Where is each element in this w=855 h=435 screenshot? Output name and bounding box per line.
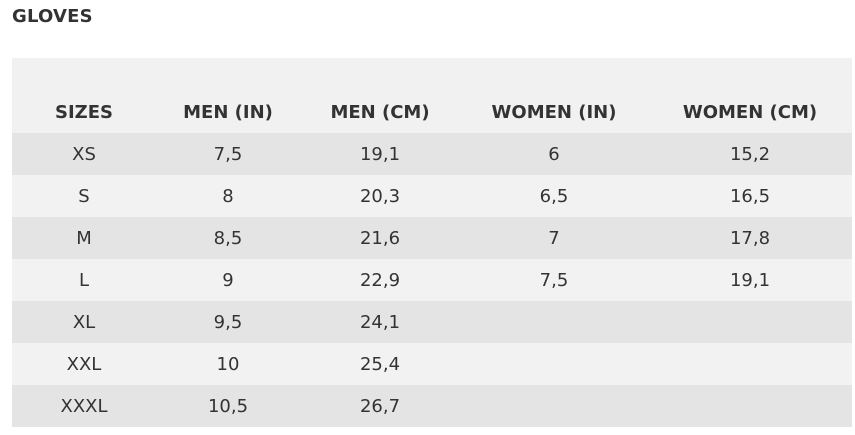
table-cell: L [12,259,156,301]
table-cell: 7,5 [156,133,300,175]
empty-cell [460,343,648,385]
table-row: S 8 20,3 6,5 16,5 [12,175,852,217]
table-cell: 17,8 [648,217,852,259]
table-cell: XXXL [12,385,156,427]
table-cell: 20,3 [300,175,460,217]
table-cell: 8 [156,175,300,217]
table-cell: XXL [12,343,156,385]
table-cell: 16,5 [648,175,852,217]
table-cell: 15,2 [648,133,852,175]
empty-cell [460,385,648,427]
table-row: M 8,5 21,6 7 17,8 [12,217,852,259]
table-cell: 7 [460,217,648,259]
table-body: XS 7,5 19,1 6 15,2 S 8 20,3 6,5 16,5 M 8,5 21,6 7 17,8… [12,133,852,427]
header-row: SIZES MEN (IN) MEN (CM) WOMEN (IN) WOMEN (CM… [12,58,852,133]
page-title: GLOVES [12,6,93,27]
table-cell: 26,7 [300,385,460,427]
table-row: XL 9,5 24,1 [12,301,852,343]
column-header: MEN (IN) [156,58,300,133]
table-cell: M [12,217,156,259]
table-row: L 9 22,9 7,5 19,1 [12,259,852,301]
table-cell: XL [12,301,156,343]
table-cell: 25,4 [300,343,460,385]
table-cell: 8,5 [156,217,300,259]
table-head: SIZES MEN (IN) MEN (CM) WOMEN (IN) WOMEN (CM… [12,58,852,133]
empty-cell [648,385,852,427]
column-header: WOMEN (CM) [648,58,852,133]
table-row: XXXL 10,5 26,7 [12,385,852,427]
table-cell: 7,5 [460,259,648,301]
table-cell: 10 [156,343,300,385]
table-cell: XS [12,133,156,175]
table-cell: 10,5 [156,385,300,427]
table-cell: 19,1 [648,259,852,301]
column-header: MEN (CM) [300,58,460,133]
column-header: SIZES [12,58,156,133]
empty-cell [648,343,852,385]
empty-cell [648,301,852,343]
table-cell: 9,5 [156,301,300,343]
table-cell: 6,5 [460,175,648,217]
table-cell: 9 [156,259,300,301]
column-header: WOMEN (IN) [460,58,648,133]
empty-cell [460,301,648,343]
table-cell: 24,1 [300,301,460,343]
table-row: XXL 10 25,4 [12,343,852,385]
table-cell: 21,6 [300,217,460,259]
table-row: XS 7,5 19,1 6 15,2 [12,133,852,175]
table-cell: 6 [460,133,648,175]
table-cell: 22,9 [300,259,460,301]
table-cell: 19,1 [300,133,460,175]
size-table: SIZES MEN (IN) MEN (CM) WOMEN (IN) WOMEN (CM… [12,58,852,427]
table-cell: S [12,175,156,217]
